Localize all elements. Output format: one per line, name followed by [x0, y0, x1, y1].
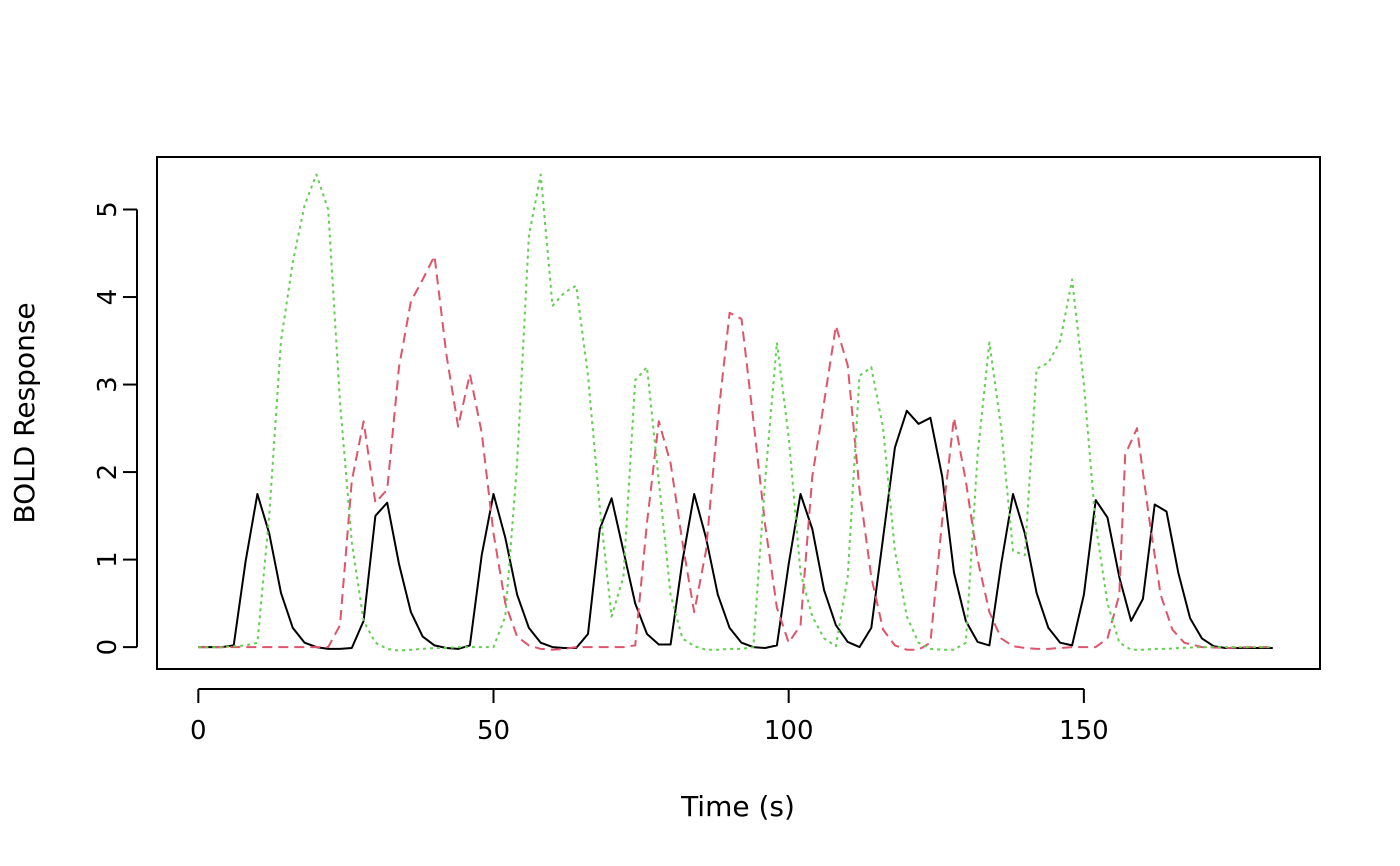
x-axis-title: Time (s) — [680, 790, 795, 823]
y-axis-title: BOLD Response — [8, 302, 41, 523]
y-tick-label: 1 — [93, 551, 123, 568]
x-tick-label: 150 — [1059, 716, 1109, 746]
y-tick-label: 4 — [93, 289, 123, 306]
plot-frame — [156, 156, 1321, 670]
x-tick-label: 50 — [477, 716, 510, 746]
x-axis: 0 50 100 150 — [190, 688, 1109, 746]
y-tick-label: 2 — [93, 464, 123, 481]
y-tick-label: 5 — [93, 201, 123, 218]
x-tick-label: 100 — [764, 716, 814, 746]
series-line-3 — [198, 173, 1273, 652]
series-line-1 — [198, 409, 1273, 650]
x-tick-label: 0 — [190, 716, 207, 746]
series-group — [198, 173, 1273, 652]
y-axis: 0 1 2 3 4 5 — [93, 201, 138, 656]
y-tick-label: 0 — [93, 639, 123, 656]
series-line-2 — [198, 254, 1273, 651]
y-tick-label: 3 — [93, 376, 123, 393]
